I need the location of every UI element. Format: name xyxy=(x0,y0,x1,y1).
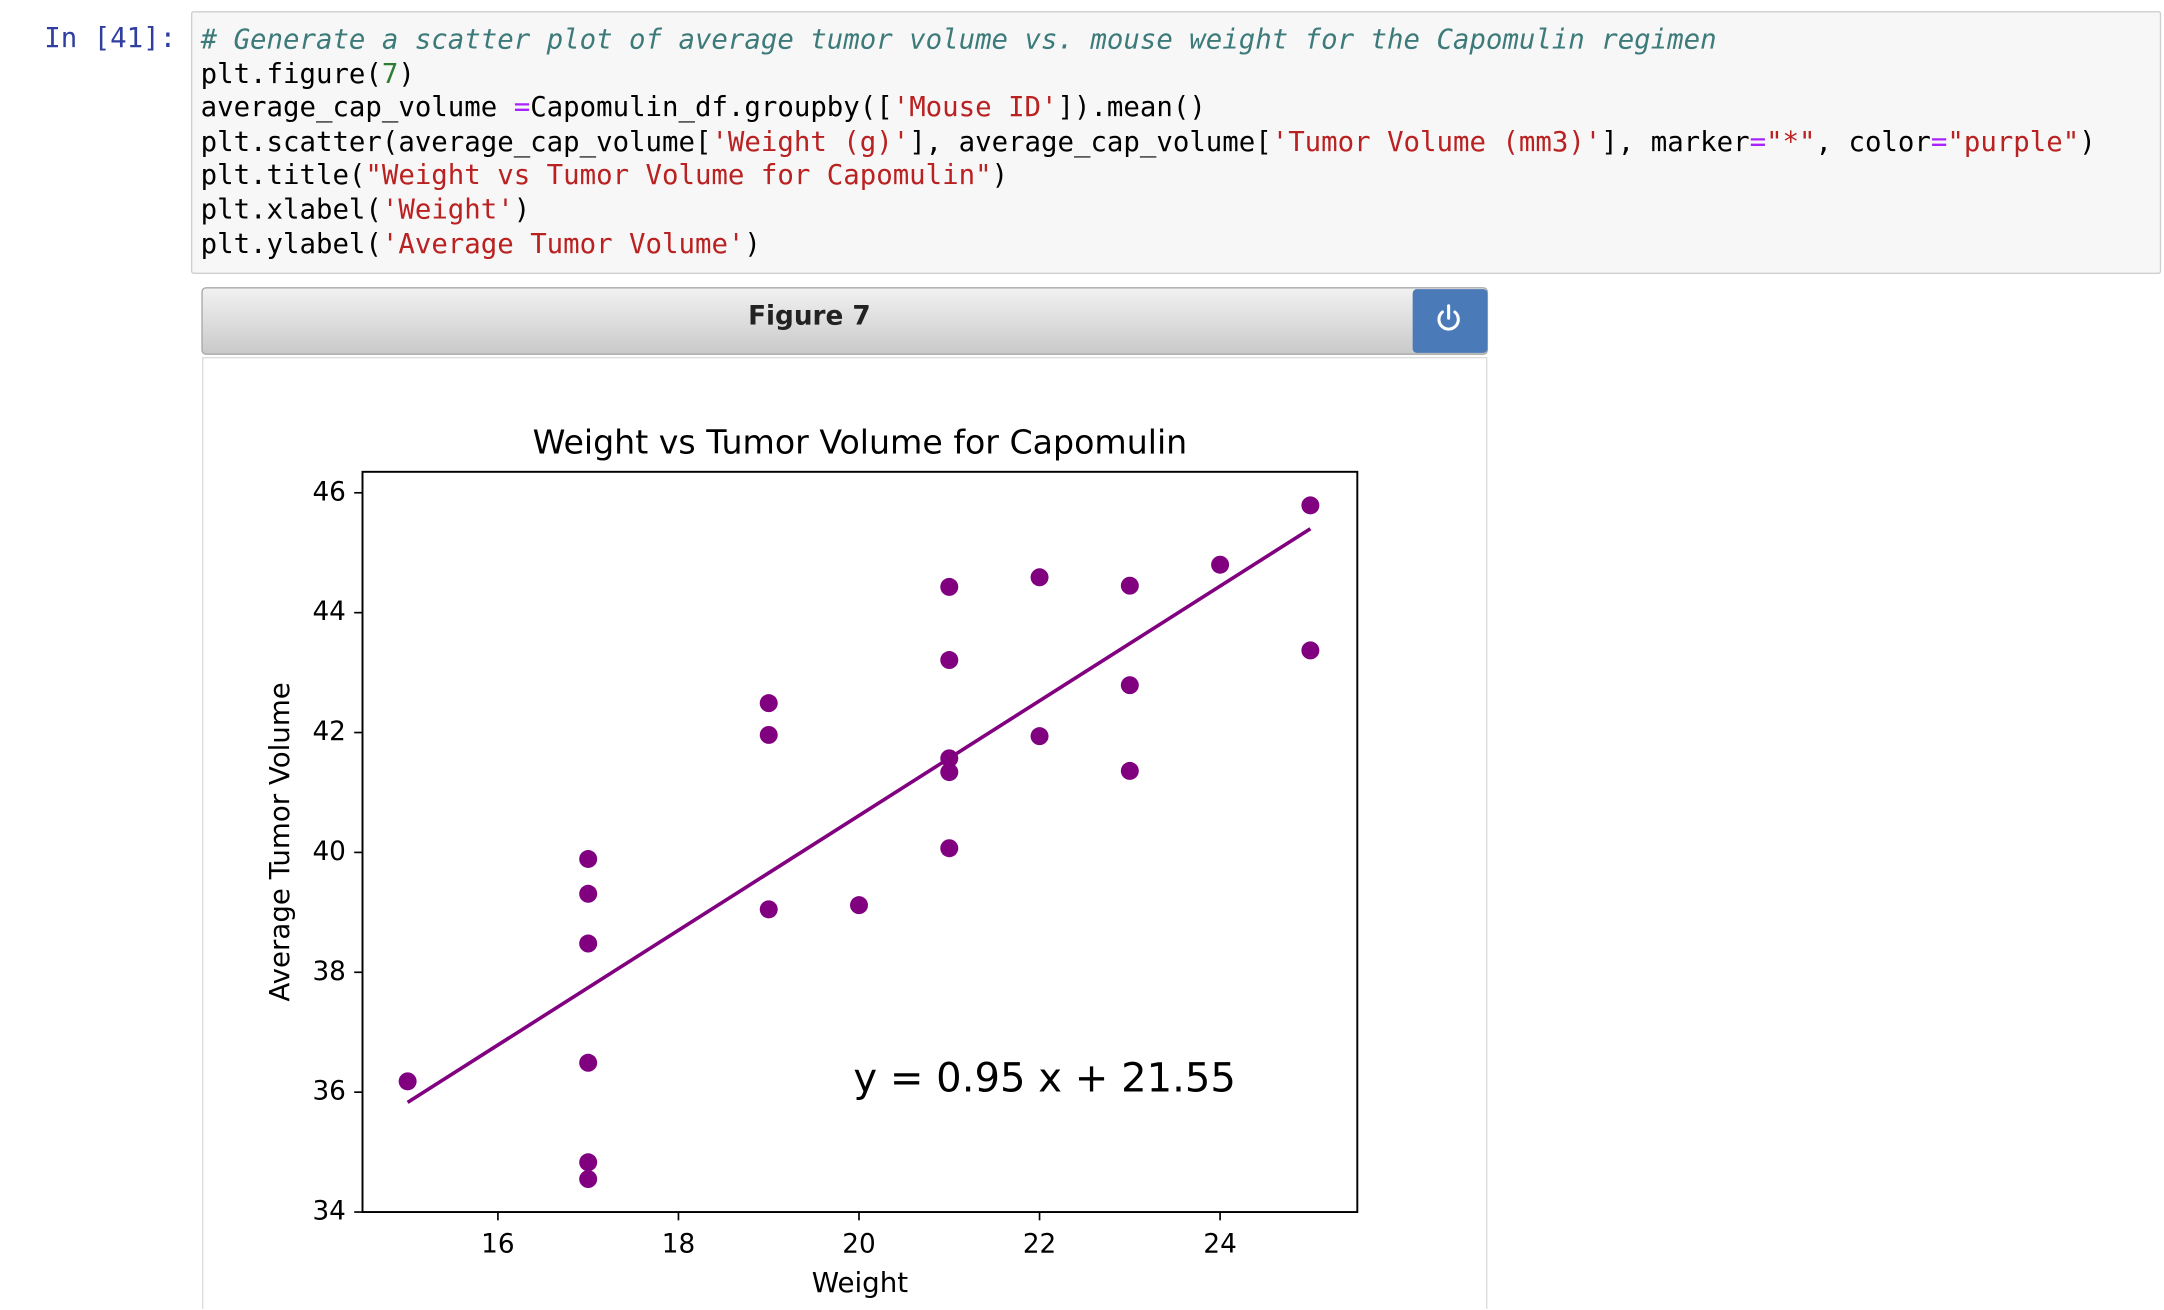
code-token: ) xyxy=(2079,125,2096,158)
code-token: = xyxy=(513,91,531,124)
data-point xyxy=(1301,496,1320,515)
y-tick-label: 44 xyxy=(312,597,345,627)
code-token: ) xyxy=(398,57,415,90)
code-token: ], average_cap_volume[ xyxy=(909,125,1272,158)
code-token: = xyxy=(1930,125,1948,158)
figure-title: Figure 7 xyxy=(748,301,871,331)
x-tick-label: 20 xyxy=(842,1230,875,1260)
x-axis-label: Weight xyxy=(812,1266,909,1299)
code-token: plt.scatter(average_cap_volume[ xyxy=(200,125,712,158)
data-point xyxy=(1120,761,1139,780)
annotation: y = 0.95 x + 21.55 xyxy=(853,1056,1236,1102)
code-token: Capomulin_df.groupby([ xyxy=(530,91,893,124)
y-tick-label: 36 xyxy=(312,1077,345,1107)
code-token: ], marker xyxy=(1601,125,1750,158)
code-cell[interactable]: # Generate a scatter plot of average tum… xyxy=(190,11,2162,274)
data-point xyxy=(759,694,778,713)
code-token: 'Average Tumor Volume' xyxy=(381,227,745,260)
x-tick-label: 24 xyxy=(1203,1230,1236,1260)
code-token: 7 xyxy=(381,57,399,90)
data-point xyxy=(579,1153,598,1172)
y-tick-label: 46 xyxy=(312,477,345,507)
code-token: = xyxy=(1749,125,1767,158)
data-point xyxy=(1030,727,1049,746)
code-token: average_cap_volume xyxy=(200,91,514,124)
code-token: # Generate a scatter plot of average tum… xyxy=(200,23,1717,56)
code-token: 'Weight' xyxy=(381,193,514,226)
data-point xyxy=(579,850,598,868)
data-point xyxy=(579,1170,598,1189)
code-token: ) xyxy=(991,159,1009,192)
data-point xyxy=(940,839,959,858)
code-token: plt.xlabel( xyxy=(200,193,382,226)
code-line: plt.figure(7) xyxy=(201,58,2096,92)
chart-title: Weight vs Tumor Volume for Capomulin xyxy=(533,423,1188,462)
code-token: plt.ylabel( xyxy=(200,227,382,260)
data-point xyxy=(1120,676,1139,695)
code-line: plt.xlabel('Weight') xyxy=(201,194,2096,228)
code-token: , color xyxy=(1815,125,1931,158)
x-tick-label: 16 xyxy=(481,1230,514,1260)
y-tick-label: 40 xyxy=(312,837,345,867)
data-point xyxy=(1211,555,1230,574)
code-token: plt.figure( xyxy=(200,57,382,90)
code-token: 'Tumor Volume (mm3)' xyxy=(1271,125,1602,158)
data-point xyxy=(398,1072,417,1091)
data-point xyxy=(579,934,598,953)
code-line: average_cap_volume =Capomulin_df.groupby… xyxy=(201,92,2096,126)
y-tick-label: 38 xyxy=(312,957,345,987)
x-tick-label: 22 xyxy=(1023,1230,1056,1260)
code-line: plt.title("Weight vs Tumor Volume for Ca… xyxy=(201,160,2096,194)
code-token: ]).mean() xyxy=(1057,91,1206,124)
data-point xyxy=(940,651,959,670)
code-token: plt.title( xyxy=(200,159,366,192)
plot: Weight vs Tumor Volume for Capomulin Weig… xyxy=(263,423,1359,1299)
y-tick-label: 42 xyxy=(312,717,345,747)
code: # Generate a scatter plot of average tum… xyxy=(201,24,2096,262)
data-point xyxy=(940,763,959,782)
code-token: ) xyxy=(744,227,761,260)
data-point xyxy=(940,577,959,596)
data-point xyxy=(579,1053,598,1072)
code-token: "purple" xyxy=(1947,125,2080,158)
data-point xyxy=(1120,576,1139,595)
data-point xyxy=(1030,568,1049,587)
data-point xyxy=(579,884,598,903)
data-point xyxy=(759,725,778,744)
code-token: 'Weight (g)' xyxy=(711,125,910,158)
y-axis-label: Average Tumor Volume xyxy=(263,682,296,1001)
x-tick-label: 18 xyxy=(662,1230,695,1260)
code-token: 'Mouse ID' xyxy=(892,91,1058,124)
data-point xyxy=(759,900,778,919)
data-point xyxy=(1301,641,1320,660)
cell-prompt: In [41]: xyxy=(44,22,177,54)
plot-frame xyxy=(361,470,1359,1214)
code-line: plt.scatter(average_cap_volume['Weight (… xyxy=(201,126,2096,160)
code-token: "Weight vs Tumor Volume for Capomulin" xyxy=(365,159,992,192)
data-point xyxy=(850,896,868,915)
figure-canvas xyxy=(202,356,1488,1309)
y-tick-label: 34 xyxy=(312,1197,345,1227)
code-line: # Generate a scatter plot of average tum… xyxy=(201,24,2096,58)
close-button[interactable] xyxy=(1412,289,1488,353)
code-line: plt.ylabel('Average Tumor Volume') xyxy=(201,228,2096,262)
regression-line xyxy=(406,527,1312,1104)
code-token: ) xyxy=(513,193,531,226)
code-token: "*" xyxy=(1766,125,1816,158)
